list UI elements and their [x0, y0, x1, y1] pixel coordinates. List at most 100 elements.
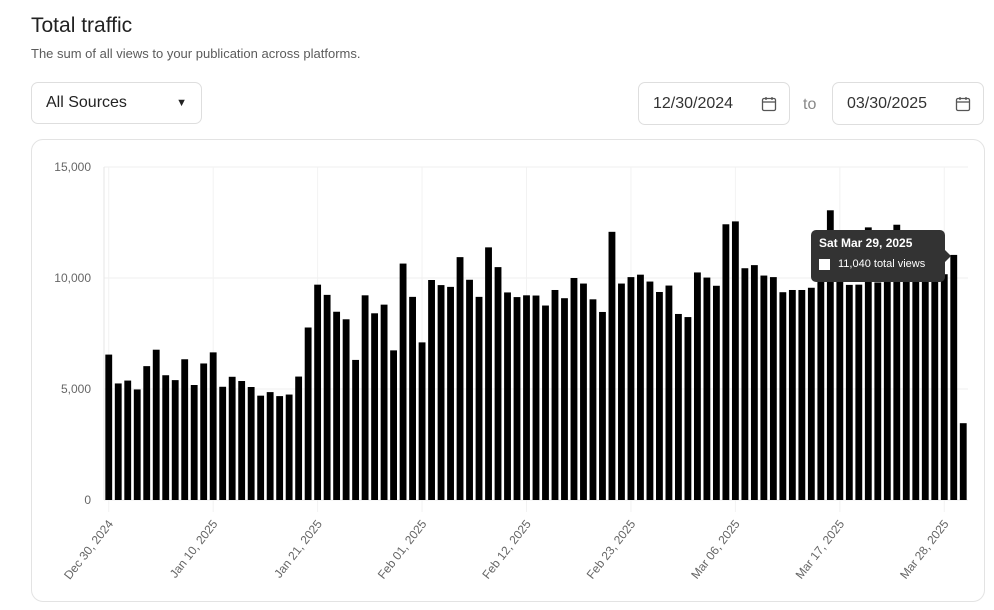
bar — [542, 305, 549, 500]
bar — [247, 387, 255, 500]
bar — [162, 375, 170, 500]
bar — [817, 255, 825, 500]
bar — [674, 313, 682, 500]
bar — [788, 289, 796, 500]
bar — [845, 284, 853, 500]
bar — [741, 268, 749, 500]
bar — [228, 376, 236, 500]
start-date-input[interactable]: 12/30/2024 — [638, 82, 790, 125]
bar — [656, 291, 663, 500]
bar — [769, 277, 777, 500]
end-date-value: 03/30/2025 — [847, 94, 928, 112]
bar — [902, 252, 910, 500]
bar — [124, 380, 132, 500]
bar — [143, 366, 151, 500]
bar — [428, 279, 435, 500]
bar — [266, 392, 274, 500]
bar — [342, 319, 350, 500]
bar — [570, 278, 578, 500]
x-tick-label: Feb 01, 2025 — [375, 517, 430, 582]
end-date-input[interactable]: 03/30/2025 — [832, 82, 984, 125]
bar — [561, 298, 568, 500]
bar — [133, 389, 141, 500]
bar — [200, 363, 208, 500]
bar — [494, 267, 502, 500]
bar — [731, 221, 739, 500]
bar — [940, 274, 948, 500]
bar — [523, 295, 530, 500]
bar — [826, 210, 834, 500]
source-dropdown[interactable]: All Sources ▼ — [31, 82, 202, 124]
bar — [352, 359, 360, 500]
bar — [703, 277, 711, 500]
bar — [314, 284, 322, 500]
x-tick-label: Jan 21, 2025 — [271, 517, 325, 581]
bar — [209, 352, 217, 500]
bar — [912, 256, 920, 500]
calendar-icon[interactable] — [761, 96, 777, 112]
bar — [807, 287, 815, 500]
bar — [532, 295, 540, 500]
bar — [466, 279, 473, 500]
bar — [181, 359, 189, 500]
bar — [304, 327, 312, 500]
bar — [798, 289, 806, 500]
bar — [589, 299, 597, 500]
bar — [190, 385, 198, 500]
bar — [580, 283, 587, 500]
x-tick-label: Dec 30, 2024 — [61, 517, 116, 582]
bar — [504, 292, 511, 500]
bar — [114, 383, 122, 500]
bar — [447, 286, 454, 500]
bar — [684, 317, 692, 500]
bar — [513, 297, 521, 500]
bar — [874, 282, 882, 500]
bar — [238, 381, 246, 500]
bar — [399, 263, 407, 500]
bar — [646, 281, 654, 500]
bar — [883, 266, 891, 500]
tooltip-legend-swatch — [819, 258, 830, 270]
x-tick-label: Mar 17, 2025 — [793, 517, 848, 582]
bar — [437, 285, 445, 500]
x-tick-label: Mar 06, 2025 — [688, 517, 743, 582]
y-tick-label: 15,000 — [54, 160, 91, 174]
chart-tooltip: Sat Mar 29, 2025 11,040 total views — [811, 230, 951, 282]
bar — [864, 227, 872, 500]
tooltip-date: Sat Mar 29, 2025 — [819, 236, 913, 250]
bar — [551, 289, 559, 500]
start-date-value: 12/30/2024 — [653, 94, 734, 112]
bar — [665, 285, 673, 500]
bar — [380, 304, 388, 500]
traffic-chart-card: 0 5,000 10,000 15,000 Dec 30, 2024 Jan 10, 20… — [31, 139, 985, 602]
bar — [779, 292, 787, 500]
bar — [959, 423, 967, 500]
bar — [276, 396, 284, 500]
date-range-separator: to — [803, 96, 817, 113]
y-tick-label: 0 — [84, 493, 91, 507]
bar — [105, 354, 113, 500]
bar — [295, 376, 303, 500]
bar — [333, 311, 341, 500]
bar — [456, 257, 464, 500]
page-subtitle: The sum of all views to your publication… — [31, 46, 361, 61]
tooltip-value: 11,040 total views — [838, 258, 926, 270]
calendar-icon[interactable] — [955, 96, 971, 112]
bar — [855, 284, 863, 500]
bar — [608, 231, 616, 500]
x-tick-label: Feb 23, 2025 — [584, 517, 639, 582]
bar — [285, 394, 293, 500]
bar — [950, 254, 958, 500]
bar — [750, 265, 758, 500]
traffic-bar-chart[interactable]: 0 5,000 10,000 15,000 Dec 30, 2024 Jan 10, 20… — [32, 140, 984, 601]
x-tick-label: Feb 12, 2025 — [479, 517, 534, 582]
bar — [599, 311, 606, 500]
bar — [618, 283, 625, 500]
bar — [171, 380, 179, 500]
source-dropdown-value: All Sources — [46, 94, 127, 111]
bar — [152, 349, 160, 500]
x-tick-label: Jan 10, 2025 — [167, 517, 221, 581]
bar — [418, 342, 426, 500]
bar — [361, 295, 369, 500]
bar — [627, 277, 635, 500]
